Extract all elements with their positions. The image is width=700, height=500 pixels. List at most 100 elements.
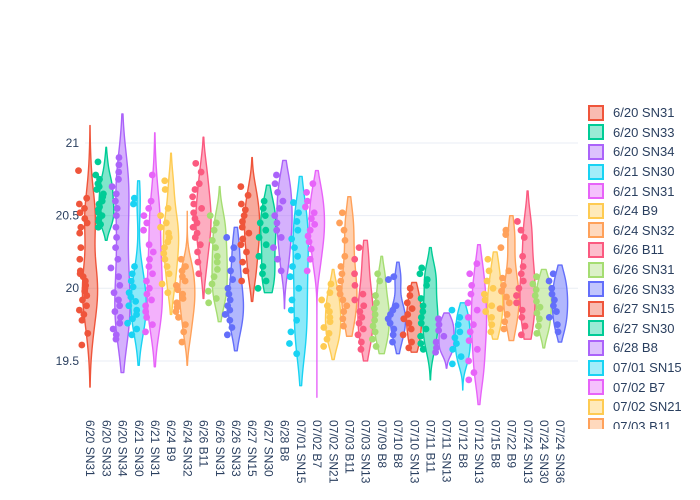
- data-point: [145, 263, 153, 270]
- legend-swatch: [588, 418, 604, 429]
- data-point: [133, 311, 140, 318]
- data-point: [302, 203, 309, 211]
- data-point: [536, 303, 544, 311]
- violin-07-24-sn30[interactable]: [529, 268, 553, 349]
- data-point: [115, 273, 123, 281]
- legend-item-6-26-b11[interactable]: 6/26 B11: [588, 240, 700, 260]
- data-point: [259, 270, 266, 278]
- violin-07-03-sn13[interactable]: [351, 239, 374, 362]
- violin-points: [92, 158, 107, 231]
- data-point: [180, 328, 188, 336]
- violin-6-28-b8[interactable]: [270, 159, 293, 310]
- data-point: [287, 328, 295, 336]
- violin-07-11-sn13[interactable]: [432, 312, 455, 369]
- violin-07-12-sn13[interactable]: [464, 244, 488, 406]
- legend-label: 6/28 B8: [613, 340, 658, 356]
- violin-points: [286, 199, 303, 358]
- legend-item-6-21-sn31[interactable]: 6/21 SN31: [588, 181, 700, 201]
- legend-label: 6/21 SN30: [613, 164, 675, 180]
- violin-points: [432, 315, 448, 356]
- violin-6-20-sn31[interactable]: [75, 124, 99, 388]
- data-point: [190, 209, 198, 217]
- data-point: [374, 270, 382, 278]
- data-point: [191, 234, 199, 241]
- data-point: [533, 309, 541, 317]
- data-point: [505, 267, 513, 275]
- violin-07-02-sn21[interactable]: [318, 268, 342, 361]
- data-point: [453, 340, 460, 347]
- data-point: [208, 236, 216, 244]
- data-point: [473, 260, 481, 267]
- violin-6-24-b9[interactable]: [157, 152, 180, 316]
- violin-6-27-sn30[interactable]: [254, 184, 277, 294]
- data-point: [115, 296, 122, 304]
- data-point: [354, 331, 362, 339]
- violin-6-24-sn32[interactable]: [172, 210, 196, 367]
- data-point: [483, 277, 491, 285]
- x-tick-label: 6/26 SN33: [229, 420, 243, 477]
- data-point: [195, 180, 203, 188]
- data-point: [238, 223, 246, 231]
- data-point: [497, 244, 505, 252]
- violin-6-27-sn15[interactable]: [237, 156, 261, 303]
- data-point: [359, 325, 367, 333]
- data-point: [407, 325, 415, 333]
- data-point: [550, 302, 557, 310]
- data-point: [94, 158, 102, 166]
- violin-07-15-b8[interactable]: [480, 251, 504, 340]
- data-point: [76, 229, 84, 237]
- data-point: [369, 322, 377, 330]
- x-tick-label: 07/24 SN13: [521, 420, 535, 484]
- data-point: [519, 263, 527, 270]
- violin-07-10-b8[interactable]: [384, 261, 407, 355]
- violin-6-20-sn34[interactable]: [107, 113, 131, 374]
- legend-item-6-24-b9[interactable]: 6/24 B9: [588, 201, 700, 221]
- violin-6-20-sn33[interactable]: [92, 146, 115, 242]
- legend-swatch: [588, 281, 604, 298]
- data-point: [295, 209, 302, 217]
- legend-item-6-24-sn32[interactable]: 6/24 SN32: [588, 221, 700, 241]
- violin-6-21-sn31[interactable]: [140, 132, 164, 368]
- violin-6-26-sn33[interactable]: [221, 226, 245, 352]
- data-point: [408, 305, 416, 313]
- legend-swatch: [588, 398, 604, 415]
- violin-points: [318, 280, 335, 350]
- legend-item-6-26-sn31[interactable]: 6/26 SN31: [588, 260, 700, 280]
- violin-07-22-b9[interactable]: [496, 214, 520, 342]
- data-point: [371, 316, 378, 324]
- data-point: [259, 204, 267, 212]
- data-point: [318, 296, 326, 304]
- legend-item-6-20-sn34[interactable]: 6/20 SN34: [588, 142, 700, 162]
- data-point: [276, 204, 283, 212]
- legend-item-6-20-sn31[interactable]: 6/20 SN31: [588, 103, 700, 123]
- violin-points: [416, 264, 431, 353]
- violin-07-24-sn13[interactable]: [513, 190, 536, 340]
- data-point: [277, 234, 285, 241]
- data-point: [289, 263, 296, 270]
- legend-item-6-20-sn33[interactable]: 6/20 SN33: [588, 123, 700, 143]
- legend-item-6-27-sn30[interactable]: 6/27 SN30: [588, 319, 700, 339]
- data-point: [376, 277, 384, 285]
- legend-item-6-26-sn33[interactable]: 6/26 SN33: [588, 279, 700, 299]
- legend-item-07-02-sn21[interactable]: 07/02 SN21: [588, 397, 700, 417]
- data-point: [518, 313, 526, 321]
- legend-item-07-03-b11[interactable]: 07/03 B11: [588, 417, 700, 429]
- data-point: [116, 319, 124, 327]
- legend-item-07-02-b7[interactable]: 07/02 B7: [588, 377, 700, 397]
- data-point: [254, 284, 262, 292]
- violin-07-02-b7[interactable]: [302, 169, 326, 398]
- legend-item-6-27-sn15[interactable]: 6/27 SN15: [588, 299, 700, 319]
- violin-07-12-b8[interactable]: [448, 302, 472, 391]
- violin-6-21-sn30[interactable]: [124, 180, 147, 367]
- violin-6-26-b11[interactable]: [189, 136, 212, 300]
- x-tick-label: 07/15 B8: [488, 420, 502, 468]
- legend-item-07-01-sn15[interactable]: 07/01 SN15: [588, 358, 700, 378]
- data-point: [533, 329, 541, 337]
- legend-item-6-28-b8[interactable]: 6/28 B8: [588, 338, 700, 358]
- data-point: [405, 319, 413, 327]
- violin-6-26-sn31[interactable]: [204, 185, 228, 323]
- violin-points: [237, 183, 253, 285]
- violin-07-24-sn36[interactable]: [545, 264, 569, 343]
- legend-item-6-21-sn30[interactable]: 6/21 SN30: [588, 162, 700, 182]
